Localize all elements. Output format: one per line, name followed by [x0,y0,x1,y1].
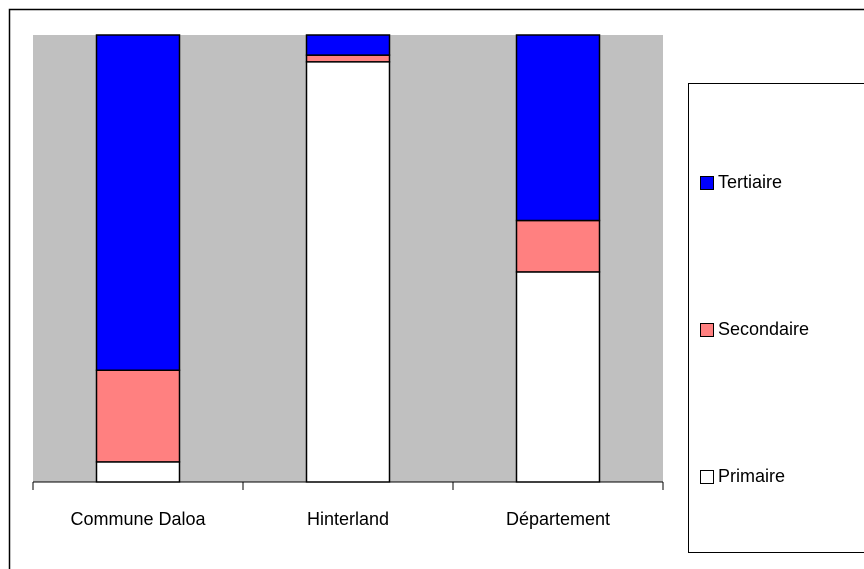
bar-segment [515,34,601,222]
bar-segment [515,219,601,273]
bar-segment [305,61,391,483]
bar-segment [515,271,601,483]
bar-segment [95,369,181,463]
legend-swatch [700,176,714,190]
bar-segment [305,34,391,56]
bar-segment [95,461,181,483]
legend-label: Secondaire [718,319,809,339]
x-tick-label: Hinterland [307,509,389,529]
legend-swatch [700,323,714,337]
legend-box [688,83,864,553]
legend-swatch [700,470,714,484]
bar-segment [95,34,181,371]
x-tick-label: Commune Daloa [70,509,206,529]
x-tick-label: Département [506,509,610,529]
legend-label: Primaire [718,466,785,486]
bar-segment [305,54,391,63]
legend-label: Tertiaire [718,172,782,192]
